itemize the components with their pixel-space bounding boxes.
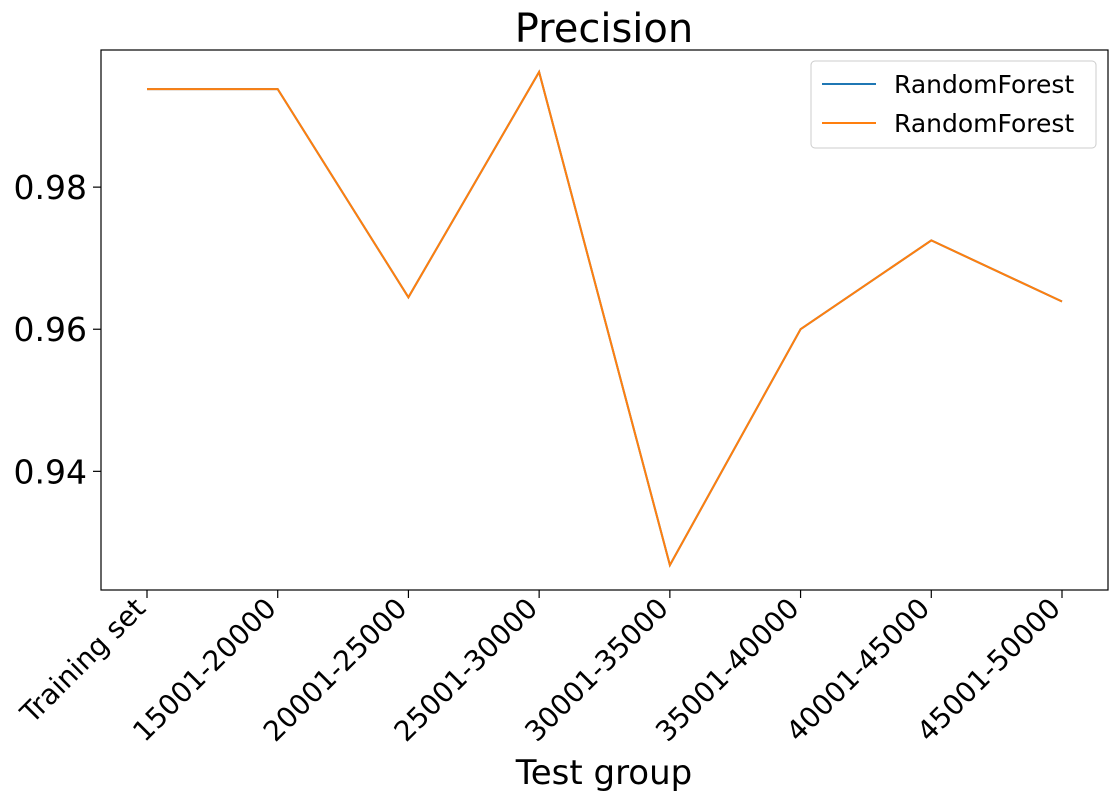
- legend-label-series-2: RandomForest: [894, 109, 1074, 138]
- plot-area: [100, 49, 1109, 591]
- legend: RandomForest RandomForest: [810, 60, 1097, 149]
- y-tick-label: 0.94: [14, 452, 87, 491]
- x-axis-label: Test group: [515, 753, 693, 793]
- y-axis: 0.94 0.96 0.98: [14, 168, 101, 491]
- y-tick-label: 0.96: [14, 310, 87, 349]
- chart-title: Precision: [515, 6, 693, 52]
- series-lines: [147, 69, 1063, 568]
- y-tick-label: 0.98: [14, 168, 87, 207]
- series-line-2: [147, 69, 1063, 568]
- x-axis: Training set15001-2000020001-2500025001-…: [13, 590, 1067, 748]
- legend-box: [810, 60, 1097, 149]
- legend-label-series-1: RandomForest: [894, 70, 1074, 99]
- x-tick-label: Training set: [13, 592, 152, 731]
